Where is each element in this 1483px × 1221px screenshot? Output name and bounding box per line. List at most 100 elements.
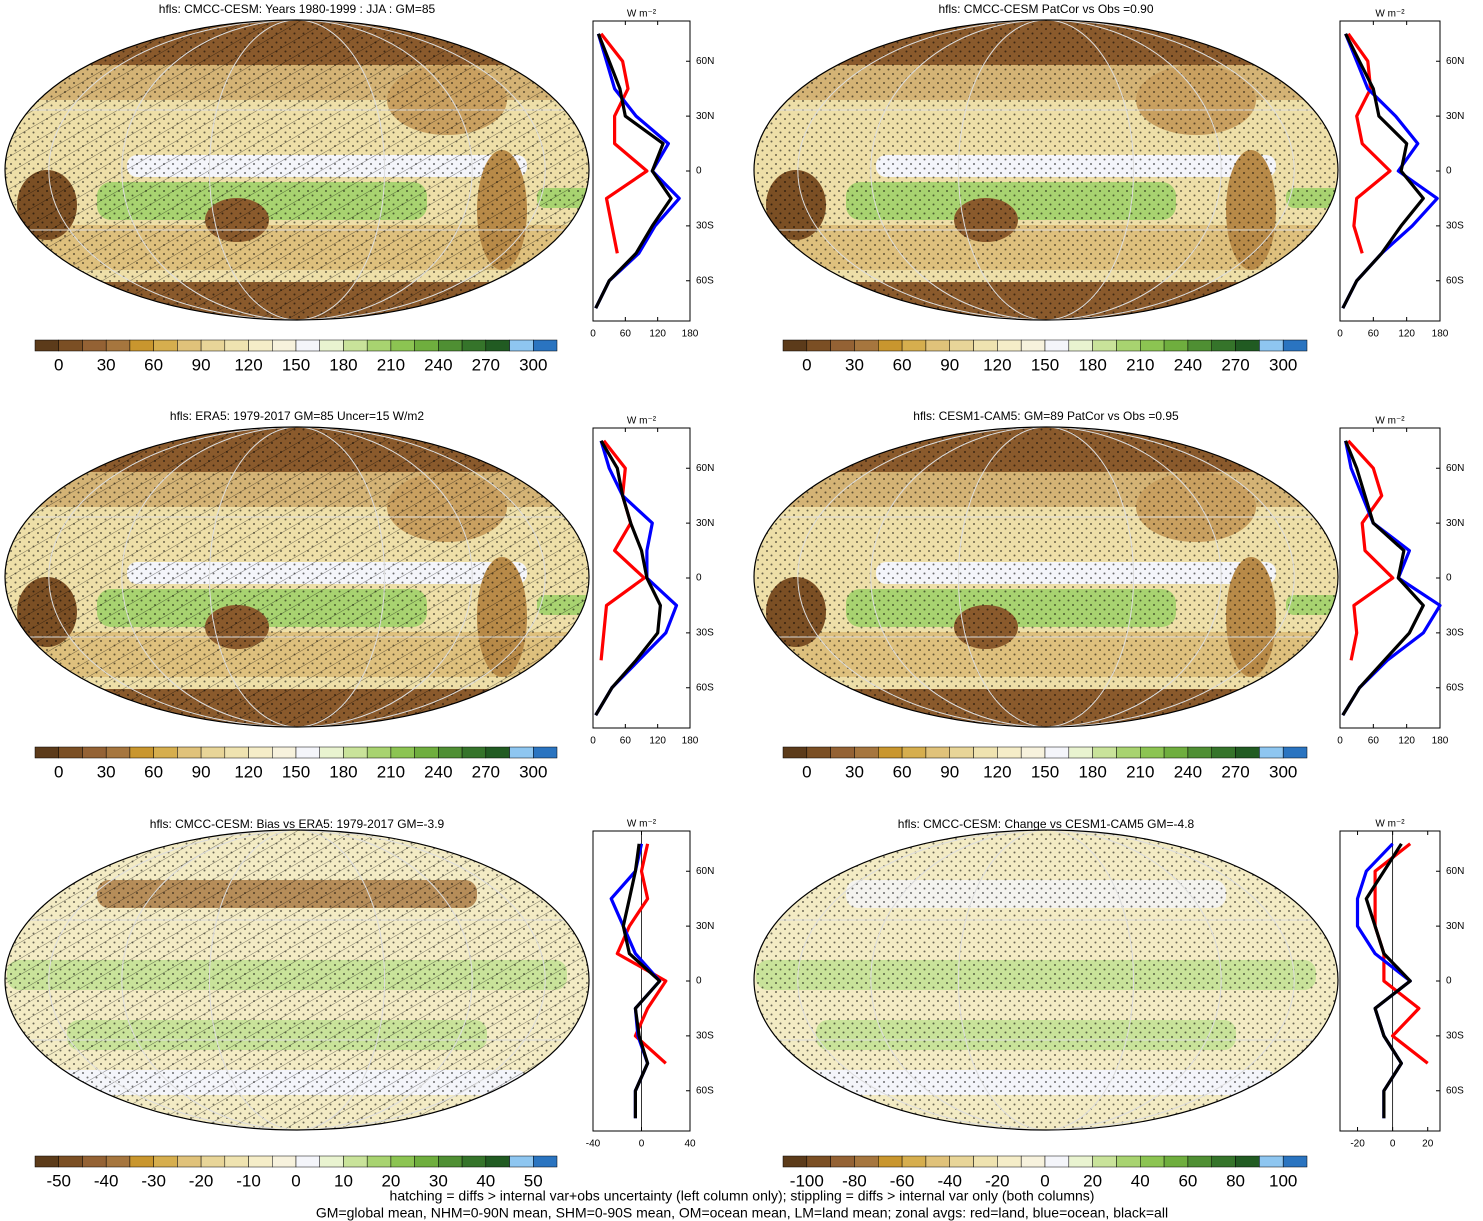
colorbar-box [224, 339, 249, 352]
colorbar-box [878, 339, 903, 352]
colorbar-box [878, 1155, 903, 1168]
panel-title: hfls: CMCC-CESM: Change vs CESM1-CAM5 GM… [898, 817, 1195, 831]
colorbar-label: 150 [282, 762, 310, 781]
x-tick-label: 60 [1368, 736, 1380, 747]
colorbar-box [925, 746, 950, 759]
colorbar-label: 270 [1221, 762, 1249, 781]
x-tick-label: 180 [1432, 329, 1449, 340]
colorbar-box [1140, 1155, 1165, 1168]
colorbar-box [319, 746, 344, 759]
colorbar-label: -60 [890, 1171, 915, 1190]
colorbar-label: 240 [1174, 355, 1202, 374]
colorbar-box [34, 746, 59, 759]
map-frame [753, 829, 1339, 1131]
graticule [121, 427, 473, 727]
profile-line [594, 33, 673, 309]
colorbar-label: 300 [1269, 762, 1297, 781]
panel-title: hfls: CMCC-CESM: Years 1980-1999 : JJA :… [159, 2, 436, 16]
colorbar-box [485, 1155, 510, 1168]
colorbar-box [295, 1155, 320, 1168]
colorbar-box [1259, 1155, 1284, 1168]
map [5, 427, 589, 727]
colorbar-label: 300 [519, 762, 547, 781]
colorbar-box [973, 1155, 998, 1168]
graticule [957, 427, 1135, 727]
hatching [5, 20, 589, 320]
y-tick-label: 0 [696, 976, 702, 987]
map-frame [753, 426, 1339, 728]
map-frame [753, 19, 1339, 321]
colorbar-box [925, 1155, 950, 1168]
colorbar-label: 30 [97, 762, 116, 781]
colorbar-label: 30 [429, 1171, 448, 1190]
colorbar-label: -30 [141, 1171, 166, 1190]
panel-title: hfls: CMCC-CESM PatCor vs Obs =0.90 [938, 2, 1153, 16]
map [5, 20, 589, 320]
colorbar-label: -20 [189, 1171, 214, 1190]
colorbar-label: 40 [476, 1171, 495, 1190]
footnote: GM=global mean, NHM=0-90N mean, SHM=0-90… [316, 1205, 1168, 1221]
colorbar-label: -20 [985, 1171, 1010, 1190]
y-tick-label: 0 [1446, 166, 1452, 177]
x-axis-label: W m⁻² [1375, 819, 1405, 830]
colorbar-box [248, 746, 273, 759]
colorbar-label: -40 [94, 1171, 119, 1190]
y-tick-label: 60S [696, 275, 714, 286]
graticule [797, 830, 1295, 1130]
profile-line [1347, 439, 1395, 661]
colorbar-box [438, 1155, 463, 1168]
graticule [208, 20, 386, 320]
profile-frame [1339, 830, 1441, 1132]
y-tick-label: 30S [696, 1031, 714, 1042]
colorbar-box [854, 1155, 879, 1168]
colorbar-box [1116, 746, 1141, 759]
colorbar-box [997, 339, 1022, 352]
colorbar-box [878, 746, 903, 759]
x-axis-label: W m⁻² [1375, 9, 1405, 20]
y-tick-label: 30N [1446, 111, 1464, 122]
colorbar-box [1163, 746, 1189, 759]
footnote: hatching = diffs > internal var+obs unce… [390, 1188, 1095, 1204]
colorbar-label: 30 [845, 355, 864, 374]
colorbar-box [366, 746, 392, 759]
colorbar-label: 240 [1174, 762, 1202, 781]
colorbar-label: 300 [1269, 355, 1297, 374]
y-tick-label: 30S [1446, 628, 1464, 639]
colorbar-label: 60 [1178, 1171, 1197, 1190]
colorbar-label: 90 [940, 355, 959, 374]
colorbar-label: 0 [1040, 1171, 1049, 1190]
colorbar-box [153, 339, 178, 352]
colorbar-label: 120 [983, 762, 1011, 781]
colorbar-box [105, 1155, 131, 1168]
x-axis-label: W m⁻² [627, 416, 657, 427]
colorbar-label: 210 [1126, 355, 1154, 374]
colorbar-box [1211, 746, 1236, 759]
colorbar-box [390, 339, 415, 352]
colorbar-box [973, 746, 998, 759]
colorbar-box [485, 339, 510, 352]
colorbar-label: 210 [1126, 762, 1154, 781]
colorbar-box [200, 746, 226, 759]
colorbar-label: 20 [381, 1171, 400, 1190]
colorbar-label: 0 [54, 355, 63, 374]
colorbar-box [1187, 1155, 1212, 1168]
colorbar-box [272, 746, 297, 759]
colorbar-label: 60 [893, 762, 912, 781]
colorbar-box [901, 746, 927, 759]
colorbar-box [830, 1155, 855, 1168]
colorbar-label: 180 [329, 762, 357, 781]
colorbar-box [34, 339, 59, 352]
colorbar-label: 60 [144, 355, 163, 374]
x-tick-label: 0 [590, 329, 596, 340]
colorbar-box [1092, 746, 1117, 759]
x-tick-label: 120 [649, 736, 666, 747]
profile-line [599, 32, 649, 254]
colorbar-box [854, 339, 879, 352]
colorbar-label: 270 [1221, 355, 1249, 374]
colorbar-box [806, 1155, 831, 1168]
colorbar-box [509, 1155, 534, 1168]
panel-title: hfls: CMCC-CESM: Bias vs ERA5: 1979-2017… [150, 817, 445, 831]
y-tick-label: 60S [696, 682, 714, 693]
colorbar-label: 240 [424, 355, 452, 374]
